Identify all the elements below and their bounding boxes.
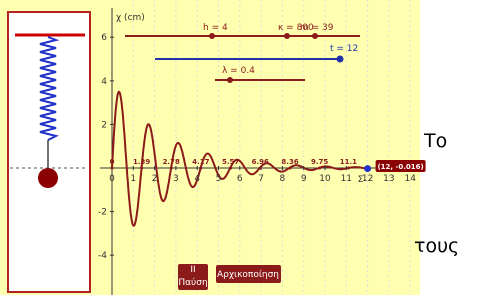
zero-crossing (170, 167, 173, 170)
x-tick-label: 1 (130, 174, 136, 184)
zero-crossing (111, 167, 114, 170)
zero-crossing (229, 167, 232, 170)
crossing-label: 0 (110, 158, 115, 166)
point-name: Σ (358, 175, 364, 185)
slider-label: m = 39 (300, 23, 334, 33)
x-tick-label: 0 (109, 174, 115, 184)
crossing-label: 9.75 (311, 158, 328, 166)
crossing-label: 6.96 (252, 158, 269, 166)
x-tick-label: 12 (362, 174, 373, 184)
slider-label: λ = 0.4 (222, 66, 255, 76)
x-tick-label: 11 (341, 174, 352, 184)
slider-label: t = 12 (330, 44, 358, 54)
applet: χ (cm) h = 4 κ = 800 m = 39 t = 12 λ = 0… (0, 0, 478, 295)
x-tick-label: 13 (383, 174, 394, 184)
y-tick-label: 2 (101, 120, 107, 130)
crossing-label: 2.78 (163, 158, 180, 166)
current-point (364, 165, 371, 172)
y-tick-label: -2 (98, 208, 107, 218)
slider-handle[interactable] (284, 33, 290, 39)
y-tick-label: 6 (101, 33, 107, 43)
zero-crossing (347, 167, 350, 170)
x-tick-label: 4 (194, 174, 200, 184)
crossing-label: 5.57 (222, 158, 239, 166)
side-text: τους (414, 235, 459, 257)
zero-crossing (199, 167, 202, 170)
x-tick-label: 8 (280, 174, 286, 184)
y-axis-label: χ (cm) (116, 13, 145, 23)
x-tick-label: 14 (404, 174, 416, 184)
crossing-label: 8.36 (281, 158, 298, 166)
slider-handle[interactable] (209, 33, 215, 39)
zero-crossing (140, 167, 143, 170)
slider-label: h = 4 (203, 23, 228, 33)
crossing-label: 1.39 (133, 158, 150, 166)
y-tick-label: 4 (101, 77, 107, 87)
side-text: Το (424, 130, 447, 152)
x-tick-label: 6 (237, 174, 243, 184)
screen: χ (cm) h = 4 κ = 800 m = 39 t = 12 λ = 0… (0, 0, 478, 295)
crossing-label: 11.1 (340, 158, 357, 166)
pause-icon: II (190, 265, 195, 275)
point-coords: (12, -0.016) (377, 163, 423, 171)
slider-handle[interactable] (227, 77, 233, 83)
pause-label[interactable]: Παύση (178, 277, 207, 288)
zero-crossing (259, 167, 262, 170)
x-tick-label: 10 (319, 174, 331, 184)
zero-crossing (318, 167, 321, 170)
mass (38, 168, 58, 188)
slider-handle[interactable] (337, 56, 344, 63)
slider-handle[interactable] (312, 33, 318, 39)
x-tick-label: 3 (173, 174, 179, 184)
x-tick-label: 7 (258, 174, 264, 184)
crossing-label: 4.17 (192, 158, 209, 166)
x-tick-label: 5 (216, 174, 222, 184)
zero-crossing (289, 167, 292, 170)
y-tick-label: -4 (98, 251, 107, 261)
reset-label[interactable]: Αρχικοποίηση (217, 270, 279, 280)
x-tick-label: 2 (152, 174, 158, 184)
x-tick-label: 9 (301, 174, 307, 184)
